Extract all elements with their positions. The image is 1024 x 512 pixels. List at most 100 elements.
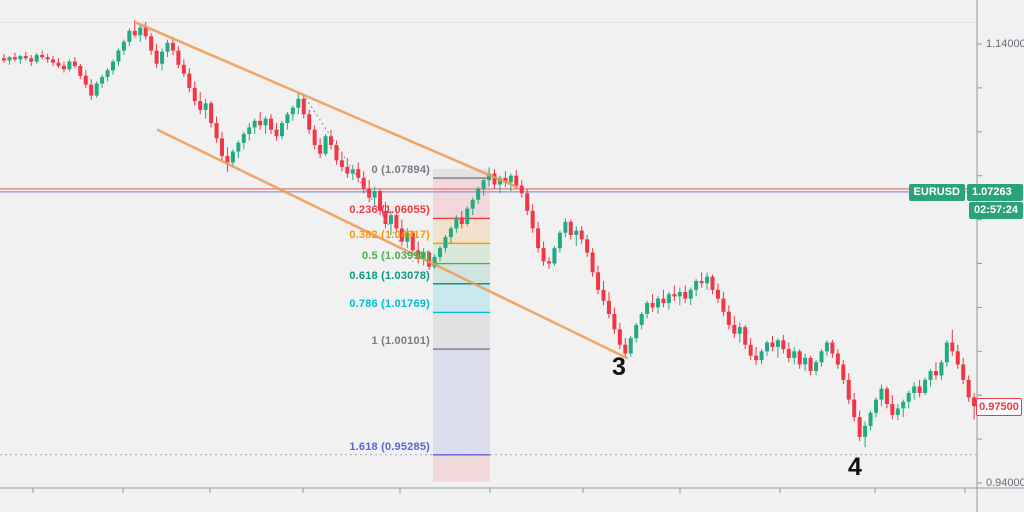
candle [312, 125, 317, 150]
candle [765, 340, 769, 356]
candle [34, 52, 39, 64]
candle-body [961, 364, 966, 380]
candle [557, 230, 562, 253]
candle-body [552, 248, 557, 264]
candle-body [497, 177, 502, 185]
candle [961, 357, 966, 385]
candle-body [835, 353, 840, 365]
candle-body [666, 294, 671, 304]
candle [645, 300, 650, 319]
candle-body [775, 340, 780, 347]
candle-body [143, 27, 148, 37]
candle [236, 140, 241, 159]
candle [329, 130, 333, 150]
candle [547, 256, 551, 269]
candle-body [78, 65, 83, 76]
candle-body [645, 303, 650, 314]
candle-body [290, 107, 295, 115]
candle [890, 395, 895, 420]
fib-retracement-bands[interactable] [433, 169, 490, 482]
candle [361, 171, 366, 194]
candle-body [596, 272, 601, 290]
candle [639, 311, 644, 330]
candle [666, 292, 671, 310]
candle-body [481, 180, 486, 189]
candle-body [754, 355, 759, 361]
candle [530, 204, 535, 233]
candle [111, 59, 115, 75]
candle [819, 349, 824, 367]
candle-body [318, 144, 323, 154]
candle-body [187, 73, 192, 88]
candle [884, 386, 889, 409]
candle-body [863, 425, 868, 437]
candle-body [405, 232, 410, 242]
candle-body [361, 177, 366, 189]
candle [606, 292, 611, 319]
candle [127, 28, 132, 47]
candle [623, 338, 628, 358]
candle-body [830, 342, 835, 354]
candle-body [748, 344, 753, 356]
candle [121, 39, 126, 55]
candle [176, 46, 181, 69]
candle [443, 234, 448, 253]
candle [350, 164, 355, 181]
candle [628, 335, 633, 357]
trend-drawings[interactable] [135, 21, 629, 360]
candle-body [705, 276, 710, 284]
candle [944, 340, 949, 367]
candle-body [383, 210, 388, 224]
candle [846, 373, 851, 404]
candle-body [350, 169, 355, 174]
candle [710, 274, 715, 295]
candle-body [917, 386, 922, 394]
candle [307, 109, 312, 134]
candle-body [470, 199, 475, 209]
candle [40, 50, 45, 60]
candle-body [388, 215, 393, 224]
candle-body [487, 173, 492, 181]
channel-upper-line[interactable] [135, 21, 519, 189]
candle-body [274, 129, 279, 137]
candle-body [579, 230, 584, 240]
candle-body [83, 75, 88, 85]
candle [67, 59, 72, 72]
fib-retracement-lines[interactable] [0, 177, 977, 456]
candle-body [737, 327, 742, 334]
candle [901, 399, 906, 418]
candle [754, 346, 759, 366]
channel-lower-line[interactable] [156, 128, 629, 360]
candle-body [170, 42, 175, 51]
candle [705, 272, 710, 290]
candle-body [89, 84, 94, 96]
candle-body [372, 191, 377, 198]
candle-body [454, 217, 459, 229]
candle-body [214, 123, 219, 139]
candle [656, 296, 660, 314]
candle-body [94, 83, 99, 96]
candle [519, 180, 524, 198]
candle-body [416, 250, 421, 260]
candle [241, 131, 246, 150]
candle-body [492, 173, 497, 185]
candle [874, 397, 878, 418]
candle [732, 316, 737, 339]
candle [852, 393, 857, 422]
horizontal-price-lines[interactable] [0, 188, 977, 193]
candle-body [612, 313, 617, 330]
candle [432, 254, 437, 269]
candle [857, 410, 862, 442]
candle-body [547, 261, 551, 264]
candle [895, 403, 900, 421]
candle-body [67, 61, 72, 70]
candle-body [198, 101, 203, 110]
candle [933, 362, 938, 380]
candle-body [296, 98, 301, 108]
candle [143, 22, 148, 40]
candle-body [307, 114, 312, 130]
candle-body [7, 57, 12, 61]
candle [2, 53, 6, 63]
